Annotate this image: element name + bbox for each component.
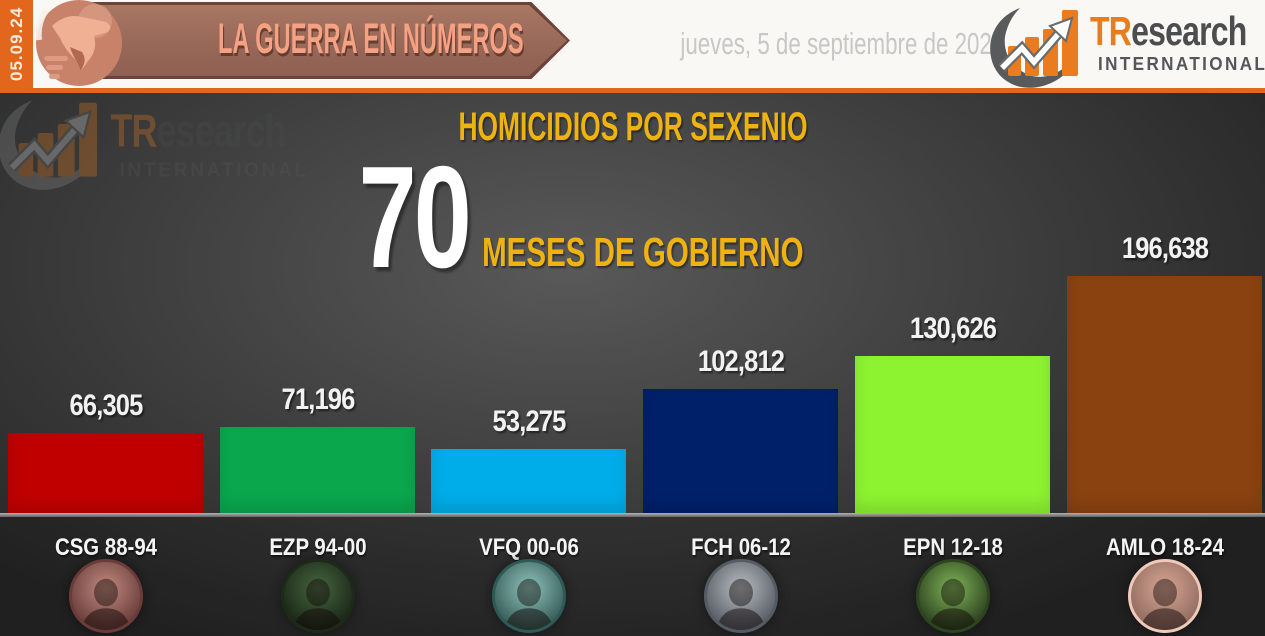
banner-title: LA GUERRA EN NÚMEROS (218, 15, 524, 63)
brand-wordmark: TResearch (1090, 8, 1247, 54)
bar-value-label: 71,196 (281, 383, 355, 416)
president-avatar (1127, 559, 1202, 633)
brand-subtitle: INTERNATIONAL (1098, 54, 1265, 74)
president-avatar (280, 559, 355, 633)
bar (855, 356, 1050, 513)
bar-value-label: 102,812 (697, 345, 784, 378)
watermark-wordmark: TResearch (110, 104, 286, 157)
big-number-label: MESES DE GOBIERNO (481, 229, 804, 275)
president-label: CSG 88-94 (54, 534, 157, 561)
watermark-logo: TResearch INTERNATIONAL (0, 96, 330, 230)
bar-value-label: 196,638 (1121, 232, 1208, 265)
date-strip-label: 05.09.24 (7, 6, 26, 82)
president-avatar (703, 559, 778, 633)
chart-title: HOMICIDIOS POR SEXENIO (457, 105, 808, 149)
big-number-group: 70 MESES DE GOBIERNO (337, 145, 929, 290)
bar (220, 427, 415, 513)
president-label: EPN 12-18 (902, 534, 1003, 561)
bar-value-label: 53,275 (492, 405, 566, 438)
president-label: AMLO 18-24 (1105, 534, 1224, 561)
bar (643, 389, 838, 513)
plot-area: TResearch INTERNATIONAL HOMICIDIOS POR S… (0, 93, 1265, 636)
x-axis-baseline (0, 513, 1265, 517)
watermark-subtitle: INTERNATIONAL (119, 158, 309, 182)
president-label: VFQ 00-06 (478, 534, 579, 561)
header-divider (0, 88, 1265, 93)
president-avatar (491, 559, 566, 633)
bar (1067, 276, 1262, 513)
date-strip: 05.09.24 (0, 0, 33, 93)
president-avatar (915, 559, 990, 633)
bar-value-label: 66,305 (69, 389, 143, 422)
header-date: jueves, 5 de septiembre de 2024 (680, 26, 1005, 61)
president-avatar (68, 559, 143, 633)
label-band (0, 517, 1265, 636)
brand-logo: TResearch INTERNATIONAL (986, 4, 1265, 88)
big-number: 70 (358, 136, 471, 298)
watermark-chart-icon (0, 100, 98, 190)
brand-chart-icon (990, 8, 1078, 88)
president-label: EZP 94-00 (268, 534, 367, 561)
bar (8, 433, 203, 513)
bar (431, 449, 626, 513)
president-label: FCH 06-12 (690, 534, 791, 561)
header: LA GUERRA EN NÚMEROS jueves, 5 de septie… (0, 0, 1265, 88)
title-banner-inner (91, 5, 567, 76)
title-banner: LA GUERRA EN NÚMEROS (88, 2, 570, 79)
mexico-map-icon (35, 0, 122, 86)
bar-value-label: 130,626 (909, 312, 996, 345)
